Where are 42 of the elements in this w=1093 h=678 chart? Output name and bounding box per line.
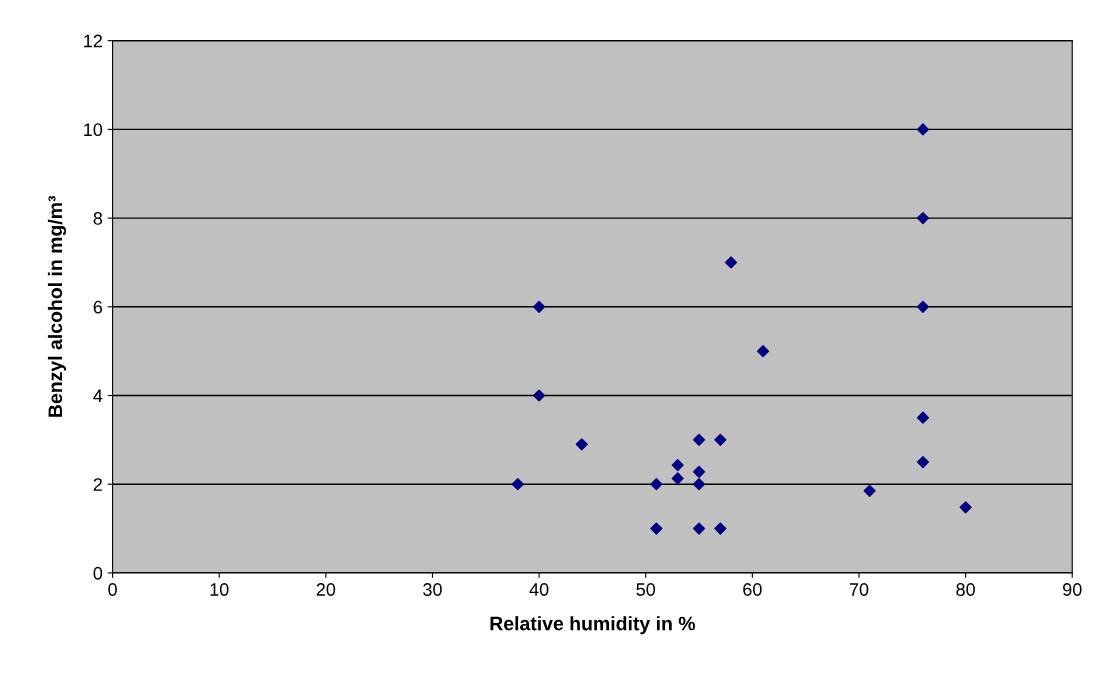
y-tick-label: 8 (93, 212, 103, 225)
point (692, 433, 706, 446)
point (714, 522, 727, 535)
point (916, 123, 930, 136)
x-tick-label: 70 (849, 583, 869, 596)
x-axis-title: Relative humidity in % (490, 616, 696, 635)
x-tick-label: 10 (210, 583, 229, 596)
point (671, 459, 684, 472)
x-tick-label: 80 (956, 583, 975, 596)
point (575, 438, 588, 451)
y-tick-label: 10 (84, 123, 103, 137)
point (671, 472, 684, 485)
x-tick-label: 60 (743, 583, 762, 596)
point (692, 465, 706, 478)
point (959, 501, 972, 514)
point (714, 433, 727, 446)
y-tick-label: 6 (93, 300, 103, 314)
x-tick-label: 20 (316, 583, 336, 596)
point (650, 478, 663, 491)
point (863, 484, 876, 497)
point (511, 478, 524, 491)
y-tick-label: 12 (84, 34, 102, 48)
point (724, 256, 738, 269)
y-axis-title: Benzyl alcohol in mg/m³ (47, 195, 67, 417)
point (756, 345, 770, 358)
point (916, 300, 930, 313)
point (916, 411, 930, 424)
point (533, 300, 546, 313)
point (916, 212, 930, 225)
y-tick-label: 4 (93, 389, 103, 403)
x-tick-label: 50 (636, 583, 656, 596)
x-tick-label: 40 (529, 583, 549, 596)
point (692, 522, 706, 535)
point (916, 455, 930, 469)
point (650, 522, 663, 535)
y-tick-label: 2 (93, 478, 102, 491)
x-tick-label: 30 (423, 583, 442, 596)
point (533, 389, 546, 402)
x-tick-label: 90 (1063, 583, 1082, 596)
x-tick-label: 0 (108, 583, 117, 596)
y-tick-label: 0 (93, 566, 103, 580)
point (692, 478, 706, 491)
